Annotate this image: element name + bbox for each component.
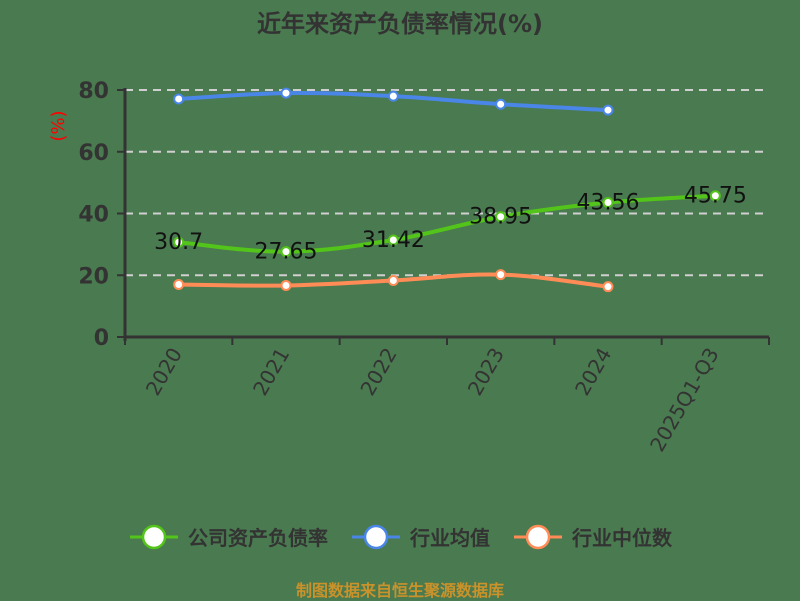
data-point[interactable] (173, 236, 185, 248)
data-point[interactable] (709, 190, 721, 202)
legend-line-marker-icon (514, 524, 562, 549)
data-point[interactable] (387, 90, 399, 102)
y-tick-label: 80 (78, 79, 109, 104)
data-point[interactable] (495, 211, 507, 223)
data-label: 27.65 (255, 240, 318, 265)
data-point[interactable] (387, 274, 399, 286)
data-point[interactable] (280, 246, 292, 258)
data-point[interactable] (387, 234, 399, 246)
data-point[interactable] (173, 93, 185, 105)
series-company: 30.7 27.65 31.42 38.95 43.56 45.75 (154, 184, 747, 265)
data-point[interactable] (280, 279, 292, 291)
legend-item-company[interactable]: 公司资产负债率 (128, 522, 328, 551)
data-label: 45.75 (684, 184, 747, 209)
data-point[interactable] (173, 279, 185, 291)
series-industry-median (173, 269, 614, 293)
legend-label: 行业均值 (410, 526, 490, 550)
y-tick-label: 40 (78, 203, 109, 228)
x-tick-label: 2025Q1-Q3 (645, 344, 724, 456)
y-axis-label: (%) (48, 110, 69, 141)
legend-item-industry-median[interactable]: 行业中位数 (512, 522, 672, 551)
chart-legend: 公司资产负债率 行业均值 行业中位数 (0, 522, 800, 551)
legend-item-industry-avg[interactable]: 行业均值 (350, 522, 490, 551)
legend-label: 行业中位数 (572, 526, 672, 550)
data-point[interactable] (280, 87, 292, 99)
data-point[interactable] (495, 269, 507, 281)
line-chart: 0 20 40 60 80 (%) 2020 2021 2022 2023 2024 2025Q1-Q… (48, 79, 770, 456)
data-point[interactable] (495, 98, 507, 110)
series-industry-avg (173, 87, 614, 116)
data-label: 43.56 (577, 191, 640, 216)
series-line (178, 193, 716, 254)
data-point[interactable] (602, 197, 614, 209)
x-tick-label: 2020 (141, 344, 187, 400)
x-tick-label: 2024 (570, 344, 616, 400)
data-point[interactable] (602, 104, 614, 116)
data-point[interactable] (602, 281, 614, 293)
data-label: 30.7 (154, 230, 203, 255)
source-footer: 制图数据来自恒生聚源数据库 (295, 581, 504, 600)
y-tick-label: 20 (78, 264, 109, 289)
legend-line-marker-icon (130, 524, 178, 549)
legend-line-marker-icon (352, 524, 400, 549)
x-tick-label: 2021 (248, 344, 294, 400)
y-tick-label: 0 (94, 326, 109, 351)
chart-title: 近年来资产负债率情况(%) (257, 10, 543, 38)
legend-label: 公司资产负债率 (188, 526, 328, 550)
x-tick-label: 2023 (463, 343, 509, 399)
x-tick-label: 2022 (355, 344, 401, 400)
data-label: 31.42 (362, 228, 425, 253)
data-label: 38.95 (469, 205, 532, 230)
y-tick-label: 60 (78, 141, 109, 166)
